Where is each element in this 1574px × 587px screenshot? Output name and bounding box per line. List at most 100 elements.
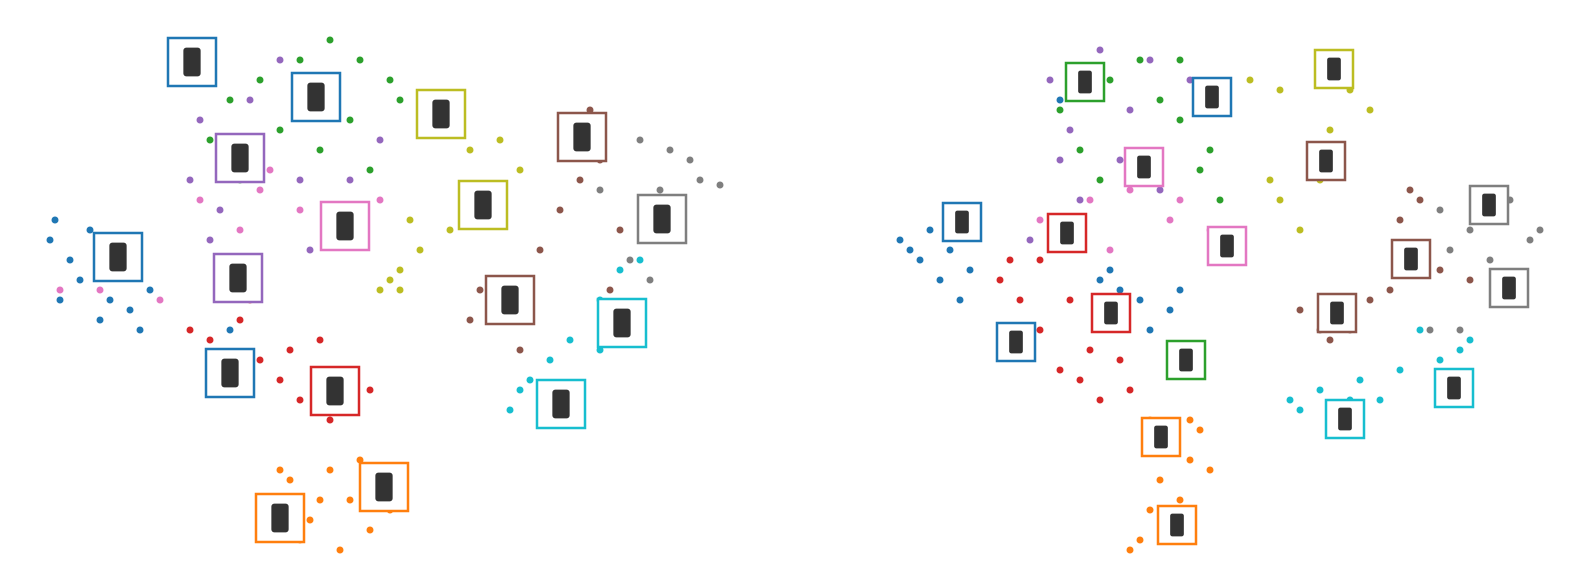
point: [626, 256, 634, 264]
point: [386, 276, 394, 284]
point: [236, 316, 244, 324]
point: [1436, 266, 1444, 274]
point: [1126, 546, 1134, 554]
point: [286, 346, 294, 354]
point: [506, 406, 514, 414]
point: [1126, 106, 1134, 114]
thumbnail-item: [1205, 85, 1219, 109]
point: [1436, 356, 1444, 364]
point: [1176, 116, 1184, 124]
point: [1326, 126, 1334, 134]
thumbnail: [1468, 184, 1510, 226]
point: [1196, 426, 1204, 434]
point: [916, 256, 924, 264]
point: [1156, 96, 1164, 104]
thumbnail-item: [432, 99, 450, 129]
point: [326, 36, 334, 44]
thumbnail: [636, 193, 688, 245]
point: [1196, 166, 1204, 174]
point: [366, 526, 374, 534]
point: [366, 166, 374, 174]
point: [686, 156, 694, 164]
point: [196, 116, 204, 124]
point: [1046, 76, 1054, 84]
thumbnail-item: [474, 190, 492, 220]
thumbnail-frame: [212, 252, 264, 304]
point: [1296, 406, 1304, 414]
thumbnail-item: [1482, 193, 1496, 217]
point: [1086, 346, 1094, 354]
point: [96, 286, 104, 294]
thumbnail-item: [1338, 407, 1352, 431]
point: [1176, 56, 1184, 64]
point: [236, 226, 244, 234]
point: [1536, 226, 1544, 234]
point: [206, 336, 214, 344]
point: [1326, 336, 1334, 344]
thumbnail: [596, 297, 648, 349]
point: [1156, 186, 1164, 194]
point: [216, 206, 224, 214]
thumbnail-item: [501, 285, 519, 315]
point: [346, 176, 354, 184]
thumbnail: [319, 200, 371, 252]
point: [1096, 46, 1104, 54]
point: [1066, 126, 1074, 134]
thumbnail-item: [1330, 301, 1344, 325]
thumbnail-item: [229, 263, 247, 293]
point: [126, 306, 134, 314]
point: [1136, 56, 1144, 64]
thumbnail-item: [1060, 221, 1074, 245]
point: [1086, 196, 1094, 204]
point: [606, 286, 614, 294]
thumbnail: [1206, 225, 1248, 267]
point: [1246, 76, 1254, 84]
point: [46, 236, 54, 244]
point: [556, 206, 564, 214]
thumbnail-item: [653, 204, 671, 234]
thumbnail-item: [307, 82, 325, 112]
point: [1036, 326, 1044, 334]
thumbnail-item: [613, 308, 631, 338]
point: [306, 246, 314, 254]
point: [1186, 456, 1194, 464]
point: [516, 346, 524, 354]
thumbnail: [1324, 398, 1366, 440]
point: [1386, 286, 1394, 294]
thumbnail: [535, 378, 587, 430]
point: [1406, 186, 1414, 194]
point: [386, 76, 394, 84]
point: [56, 296, 64, 304]
thumbnail-item: [109, 242, 127, 272]
thumbnail: [1390, 238, 1432, 280]
thumbnail: [1140, 416, 1182, 458]
thumbnail-item: [183, 47, 201, 77]
point: [346, 116, 354, 124]
point: [186, 176, 194, 184]
point: [1296, 306, 1304, 314]
point: [616, 266, 624, 274]
point: [1116, 356, 1124, 364]
thumbnail-item: [1179, 348, 1193, 372]
thumbnail-item: [375, 472, 393, 502]
thumbnail: [941, 201, 983, 243]
point: [1176, 196, 1184, 204]
point: [1456, 346, 1464, 354]
point: [1296, 226, 1304, 234]
point: [1316, 386, 1324, 394]
point: [896, 236, 904, 244]
point: [1266, 176, 1274, 184]
point: [406, 216, 414, 224]
point: [1426, 326, 1434, 334]
point: [276, 126, 284, 134]
thumbnail-item: [271, 503, 289, 533]
point: [536, 246, 544, 254]
point: [256, 356, 264, 364]
point: [516, 166, 524, 174]
thumbnail-item: [1154, 425, 1168, 449]
point: [326, 416, 334, 424]
thumbnail-item: [1404, 247, 1418, 271]
point: [1126, 386, 1134, 394]
